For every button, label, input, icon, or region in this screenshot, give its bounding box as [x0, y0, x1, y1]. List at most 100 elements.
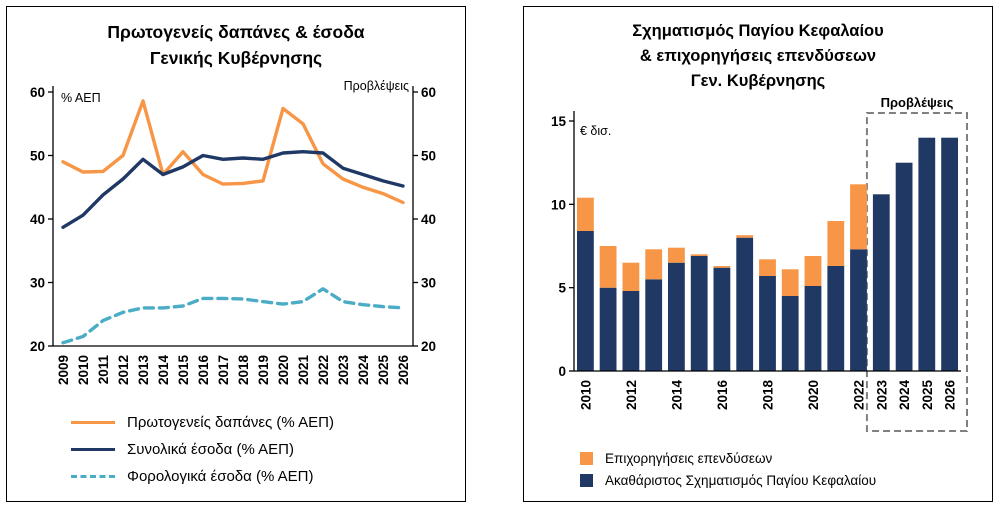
svg-text:10: 10	[551, 198, 566, 213]
bar-top	[736, 235, 754, 238]
svg-text:2010: 2010	[578, 380, 593, 410]
bar-top	[577, 197, 594, 232]
title-line-1: Πρωτογενείς δαπάνες & έσοδα	[107, 22, 365, 42]
svg-text:30: 30	[30, 275, 45, 290]
legend-label: Φορολογικά έσοδα (% ΑΕΠ)	[127, 467, 314, 485]
bar-base	[713, 267, 731, 372]
legend-item-0: Επιχορηγήσεις επενδύσεων	[580, 451, 992, 466]
bar-base	[599, 287, 617, 372]
y-axis-unit-label: % ΑΕΠ	[61, 91, 101, 105]
svg-text:2016: 2016	[715, 380, 730, 411]
bar-base	[759, 276, 776, 372]
line-chart-panel: Πρωτογενείς δαπάνες & έσοδα Γενικής Κυβέ…	[6, 6, 466, 502]
bar-top	[645, 249, 663, 280]
legend-label: Ακαθάριστος Σχηματισμός Παγίου Κεφαλαίου	[605, 473, 877, 489]
svg-text:2012: 2012	[624, 380, 639, 410]
series-line-2	[61, 286, 405, 344]
svg-text:60: 60	[30, 85, 45, 100]
svg-text:2023: 2023	[874, 380, 889, 411]
svg-text:2025: 2025	[376, 354, 391, 385]
y-axis-unit-label: € δισ.	[580, 124, 611, 138]
legend-item-1: Ακαθάριστος Σχηματισμός Παγίου Κεφαλαίου	[580, 473, 992, 488]
bar-top	[690, 254, 708, 257]
bar-base	[622, 291, 640, 372]
svg-text:2010: 2010	[76, 355, 91, 385]
svg-text:2022: 2022	[316, 355, 331, 385]
bar-top	[759, 259, 776, 277]
svg-text:5: 5	[558, 281, 566, 296]
bar-base	[645, 279, 663, 372]
legend-label: Πρωτογενείς δαπάνες (% ΑΕΠ)	[127, 413, 334, 431]
forecast-box	[865, 112, 968, 433]
bar-top	[668, 247, 685, 263]
legend-item-0: Πρωτογενείς δαπάνες (% ΑΕΠ)	[71, 414, 465, 431]
bar-base	[850, 249, 867, 372]
bar-base	[577, 231, 594, 372]
bar-chart: Προβλέψεις 0 5 10 15 € δισ. 2010 2012 2014 2016 20…	[551, 95, 968, 433]
line-chart-title: Πρωτογενείς δαπάνες & έσοδα Γενικής Κυβέ…	[7, 19, 465, 72]
forecast-annotation: Προβλέψεις	[881, 95, 954, 110]
svg-text:50: 50	[30, 148, 45, 163]
legend-color-swatch	[580, 474, 593, 488]
legend-item-2: Φορολογικά έσοδα (% ΑΕΠ)	[71, 468, 465, 485]
title-line-2: Γενικής Κυβέρνησης	[149, 48, 323, 69]
svg-text:2015: 2015	[176, 354, 191, 385]
svg-text:2024: 2024	[356, 354, 371, 385]
svg-text:2018: 2018	[236, 354, 251, 385]
svg-text:2020: 2020	[276, 355, 291, 385]
svg-text:15: 15	[551, 114, 567, 129]
bar-base	[941, 137, 958, 372]
svg-text:2019: 2019	[256, 355, 271, 385]
bar-base	[781, 296, 799, 372]
forecast-annotation: Προβλέψεις	[344, 79, 409, 93]
svg-text:20: 20	[421, 339, 436, 354]
series-line-0	[61, 98, 405, 204]
svg-text:2014: 2014	[156, 354, 171, 385]
bar-base	[736, 237, 754, 372]
bar-chart-panel: Σχηματισμός Παγίου Κεφαλαίου & επιχορηγή…	[523, 6, 993, 502]
bar-base	[872, 194, 890, 372]
svg-text:50: 50	[421, 148, 436, 163]
svg-text:2013: 2013	[136, 354, 151, 385]
legend-line-swatch	[71, 447, 115, 451]
svg-text:2026: 2026	[943, 380, 958, 411]
bar-chart-title: Σχηματισμός Παγίου Κεφαλαίου & επιχορηγή…	[524, 19, 992, 93]
bar-top	[713, 266, 731, 268]
legend-color-swatch	[580, 452, 593, 466]
bar-top	[599, 246, 617, 288]
svg-text:2023: 2023	[336, 354, 351, 385]
bar-base	[895, 162, 913, 372]
svg-text:2016: 2016	[196, 354, 211, 385]
bar-base	[690, 256, 708, 372]
legend-item-1: Συνολικά έσοδα (% ΑΕΠ)	[71, 441, 465, 458]
svg-text:2025: 2025	[920, 380, 935, 411]
bar-top	[622, 262, 640, 292]
legend-label: Επιχορηγήσεις επενδύσεων	[605, 451, 773, 467]
title-line-1: Σχηματισμός Παγίου Κεφαλαίου	[632, 22, 884, 40]
svg-text:30: 30	[421, 275, 436, 290]
svg-text:20: 20	[30, 339, 45, 354]
bar-top	[781, 269, 799, 297]
svg-text:60: 60	[421, 85, 436, 100]
svg-text:2014: 2014	[669, 380, 684, 411]
svg-text:2021: 2021	[296, 354, 311, 385]
svg-text:2020: 2020	[806, 380, 821, 410]
svg-text:40: 40	[421, 212, 436, 227]
bar-top	[804, 256, 822, 287]
svg-text:2022: 2022	[852, 380, 867, 410]
legend-label: Συνολικά έσοδα (% ΑΕΠ)	[127, 440, 295, 458]
bar-base	[827, 266, 845, 372]
series-line-1	[61, 149, 405, 229]
legend-line-swatch	[71, 474, 115, 478]
svg-text:40: 40	[30, 212, 45, 227]
svg-text:2017: 2017	[216, 355, 231, 385]
legend-line-swatch	[71, 420, 115, 424]
title-line-3: Γεν. Κυβέρνησης	[690, 71, 826, 90]
line-chart-legend: Πρωτογενείς δαπάνες (% ΑΕΠ) Συνολικά έσοδ…	[7, 394, 465, 485]
title-line-2: & επιχορηγήσεις επενδύσεων	[639, 46, 877, 65]
bar-base	[668, 262, 685, 372]
bar-plot: Προβλέψεις 0 5 10 15 € δισ. 2010 2012 2014 2016 20…	[551, 95, 968, 433]
svg-text:2012: 2012	[116, 355, 131, 385]
bar-chart-legend: Επιχορηγήσεις επενδύσεων Ακαθάριστος Σχημ…	[524, 443, 992, 488]
svg-text:2026: 2026	[396, 354, 411, 385]
